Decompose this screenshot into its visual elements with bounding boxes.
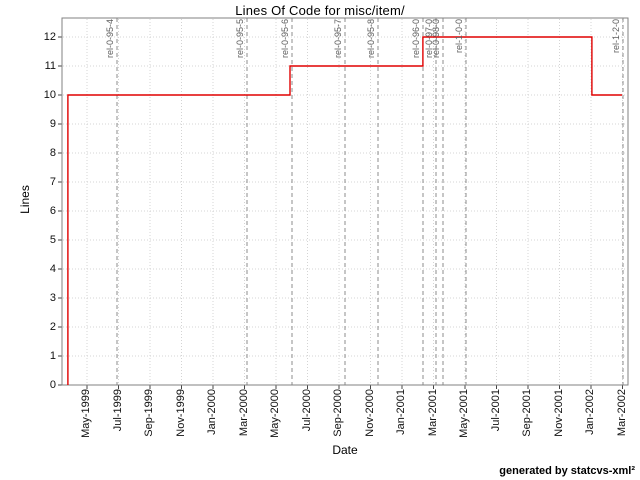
release-label: rel-0-98-0 [430, 19, 441, 59]
y-tick-label: 4 [49, 263, 56, 275]
x-tick-label: May-2001 [458, 389, 470, 438]
x-tick-label: Jan-2002 [584, 389, 596, 435]
release-label: rel-0-95-7 [332, 19, 343, 59]
y-tick-label: 12 [43, 31, 56, 43]
y-tick-label: 6 [49, 205, 56, 217]
x-tick-label: May-1999 [80, 389, 92, 438]
x-tick-label: Mar-2002 [615, 389, 628, 437]
x-tick-label: Sep-2001 [521, 389, 533, 437]
release-label: rel-1-2-0 [610, 19, 621, 54]
release-label: rel-0-95-8 [366, 19, 377, 59]
y-tick-label: 9 [49, 118, 56, 130]
x-axis-title: Date [332, 443, 358, 457]
y-tick-label: 5 [49, 234, 56, 246]
x-tick-label: Sep-2000 [332, 389, 344, 437]
loc-step-line [67, 36, 622, 385]
release-label: rel-0-95-6 [280, 19, 291, 59]
x-tick-label: Jul-1999 [111, 389, 124, 432]
y-tick-label: 3 [49, 292, 56, 304]
x-tick-label: Sep-1999 [143, 389, 155, 437]
x-tick-label: Nov-1999 [174, 389, 187, 437]
release-label: rel-0-95-5 [235, 19, 246, 59]
x-tick-label: Mar-2000 [237, 389, 250, 437]
release-label: rel-0-96-0 [410, 19, 421, 59]
x-tick-label: Jul-2001 [489, 389, 502, 432]
footer-credit: generated by statcvs-xml² [499, 465, 635, 477]
x-tick-label: Nov-2000 [363, 389, 376, 437]
y-tick-label: 8 [49, 147, 56, 159]
x-tick-label: Jul-2000 [300, 389, 313, 432]
release-label: rel-1-0-0 [453, 19, 464, 54]
y-tick-label: 1 [49, 350, 56, 362]
x-tick-label: Mar-2001 [426, 389, 439, 437]
y-tick-label: 7 [49, 176, 56, 188]
x-tick-label: May-2000 [269, 389, 281, 438]
x-tick-label: Nov-2001 [552, 389, 565, 437]
y-tick-label: 11 [44, 60, 56, 72]
chart-title: Lines Of Code for misc/item/ [235, 3, 405, 18]
x-tick-label: Jan-2001 [395, 389, 407, 435]
plot-border [61, 17, 629, 386]
y-tick-label: 2 [49, 321, 56, 333]
y-tick-label: 10 [43, 89, 56, 101]
y-tick-label: 0 [49, 379, 56, 391]
x-tick-label: Jan-2000 [206, 389, 218, 435]
release-label: rel-0-95-4 [104, 19, 115, 59]
